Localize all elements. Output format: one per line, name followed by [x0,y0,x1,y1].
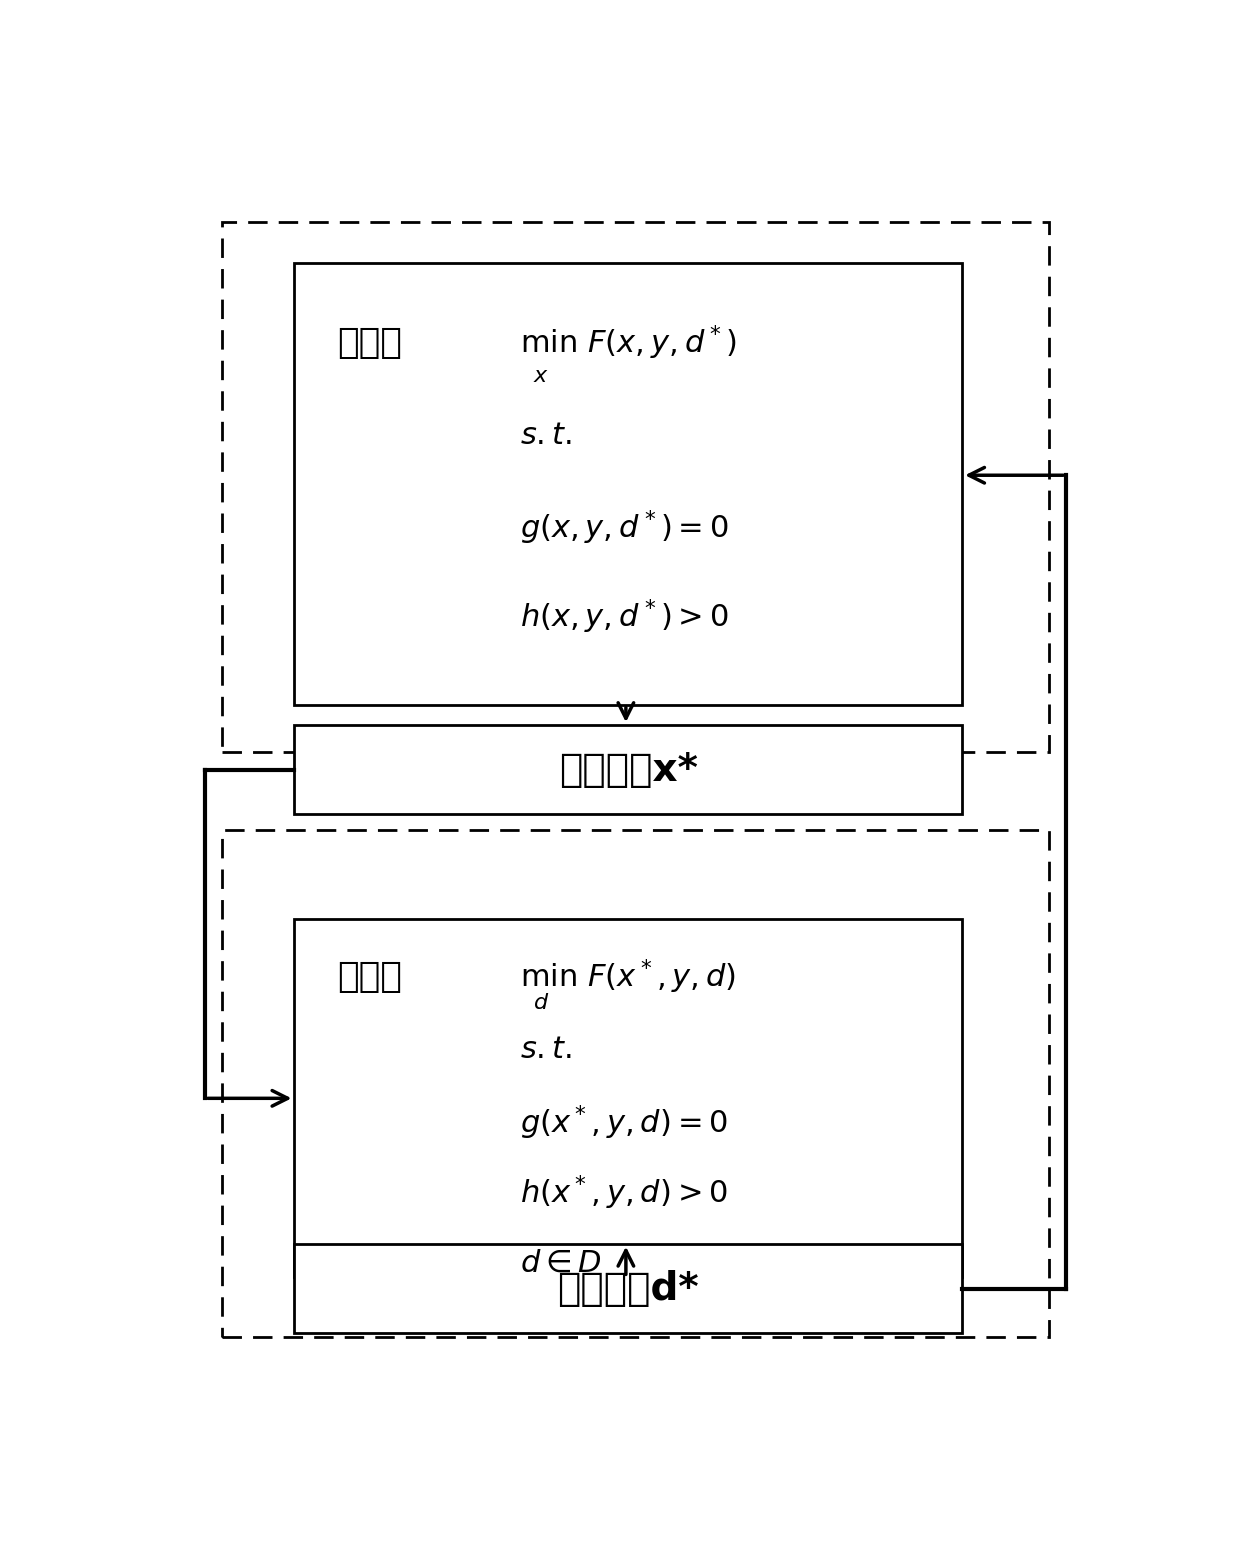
Text: 子问题: 子问题 [337,960,403,993]
Text: $h(x,y,d^*)>0$: $h(x,y,d^*)>0$ [521,598,729,635]
Bar [222,222,1049,753]
Text: $g(x,y,d^*)=0$: $g(x,y,d^*)=0$ [521,510,729,547]
Text: 最恶劣场d*: 最恶劣场d* [558,1270,699,1307]
Bar [294,725,962,815]
Text: 决策变量x*: 决策变量x* [559,751,698,788]
Text: $d\in D$: $d\in D$ [521,1248,603,1278]
Text: $g(x^*,y,d)=0$: $g(x^*,y,d)=0$ [521,1104,728,1143]
Bar [294,263,962,705]
Text: $\mathrm{min}\ F(x^*,y,d)$: $\mathrm{min}\ F(x^*,y,d)$ [521,957,737,996]
Text: $s.t.$: $s.t.$ [521,1035,572,1064]
Text: $s.t.$: $s.t.$ [521,421,572,451]
Text: $d$: $d$ [533,993,549,1013]
Bar [294,1244,962,1334]
Text: $x$: $x$ [533,367,548,386]
Text: $\mathrm{min}\ F(x,y,d^*)$: $\mathrm{min}\ F(x,y,d^*)$ [521,324,737,362]
Bar [294,920,962,1278]
Text: $h(x^*,y,d)>0$: $h(x^*,y,d)>0$ [521,1174,728,1213]
Bar [222,830,1049,1337]
Text: 主问题: 主问题 [337,325,403,359]
